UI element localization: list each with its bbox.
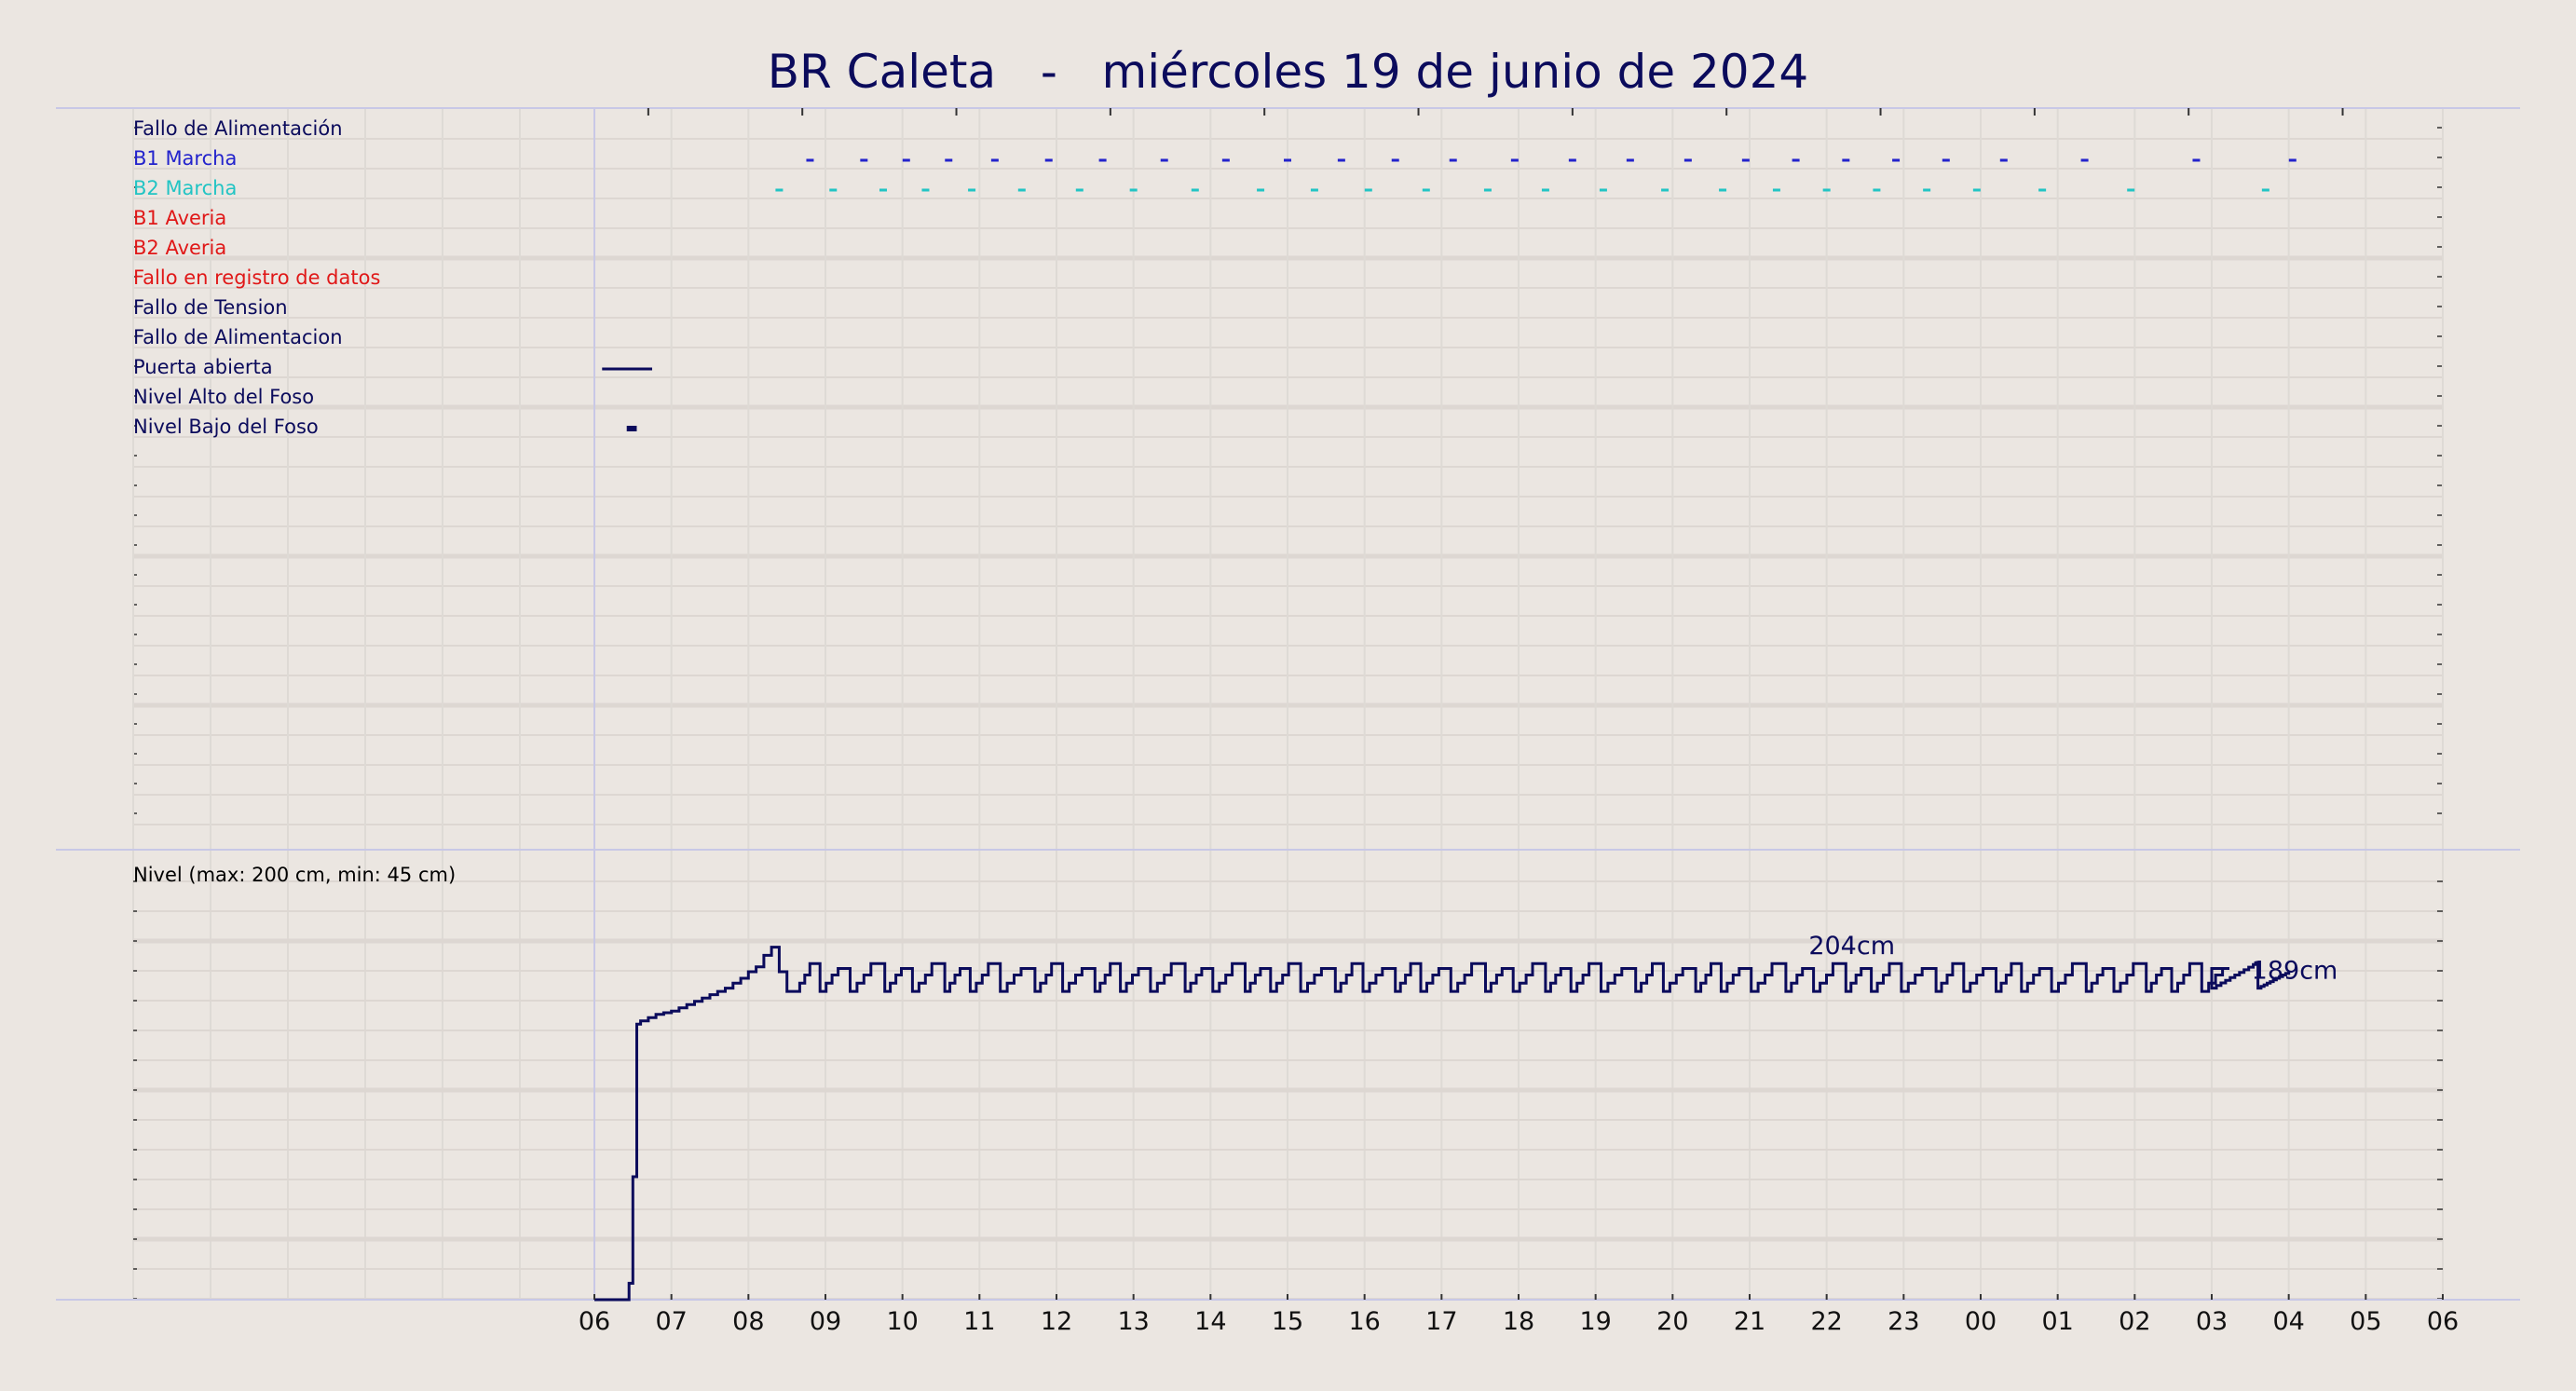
x-tick-label: 18 [1503, 1307, 1534, 1336]
x-tick-label: 23 [1888, 1307, 1919, 1336]
x-tick-label: 01 [2041, 1307, 2073, 1336]
x-tick-label: 14 [1194, 1307, 1226, 1336]
x-tick-label: 06 [579, 1307, 610, 1336]
signal-label: B2 Averia [133, 237, 226, 259]
x-tick-label: 11 [963, 1307, 995, 1336]
events-panel-grid [132, 108, 2444, 1300]
signal-label: Fallo de Alimentacion [133, 326, 343, 348]
level-line [594, 946, 2291, 1302]
chart-title: BR Caleta - miércoles 19 de junio de 202… [767, 45, 1809, 99]
level-annotation: 189cm [2252, 956, 2338, 985]
x-tick-label: 04 [2272, 1307, 2304, 1336]
x-tick-label: 19 [1579, 1307, 1611, 1336]
level-panel-title: Nivel (max: 200 cm, min: 45 cm) [133, 864, 456, 886]
x-tick-label: 03 [2196, 1307, 2228, 1336]
signal-label: Fallo en registro de datos [133, 266, 380, 289]
signal-label: Puerta abierta [133, 356, 273, 378]
x-tick-label: 10 [886, 1307, 918, 1336]
x-tick-label: 02 [2119, 1307, 2150, 1336]
x-axis: 06 07 08 09 10 11 12 13 14 15 16 17 18 19 20 21 22 23 00 01… [579, 1294, 2459, 1336]
level-series: 204cm 189cm [594, 932, 2338, 1302]
signal-label: Nivel Bajo del Foso [133, 416, 319, 438]
x-tick-label: 08 [732, 1307, 764, 1336]
x-tick-label: 12 [1041, 1307, 1072, 1336]
signal-label: Fallo de Tension [133, 296, 288, 319]
signal-label: Fallo de Alimentación [133, 117, 343, 140]
x-tick-label: 00 [1965, 1307, 1997, 1336]
x-tick-label: 21 [1734, 1307, 1765, 1336]
signal-label: B1 Marcha [133, 147, 237, 170]
signal-label: Nivel Alto del Foso [133, 386, 314, 408]
x-tick-label: 17 [1425, 1307, 1457, 1336]
x-tick-label: 16 [1348, 1307, 1380, 1336]
x-tick-label: 20 [1656, 1307, 1688, 1336]
x-tick-label: 13 [1117, 1307, 1149, 1336]
x-tick-label: 05 [2350, 1307, 2381, 1336]
level-annotation: 204cm [1808, 932, 1895, 961]
x-tick-label: 15 [1272, 1307, 1303, 1336]
signal-label: B2 Marcha [133, 177, 237, 199]
signal-rows: Fallo de Alimentación B1 Marcha B2 Marcha B… [133, 117, 2297, 438]
x-tick-label: 22 [1810, 1307, 1842, 1336]
signal-label: B1 Averia [133, 207, 226, 229]
x-tick-label: 06 [2427, 1307, 2459, 1336]
x-tick-label: 09 [810, 1307, 841, 1336]
x-tick-label: 07 [655, 1307, 687, 1336]
